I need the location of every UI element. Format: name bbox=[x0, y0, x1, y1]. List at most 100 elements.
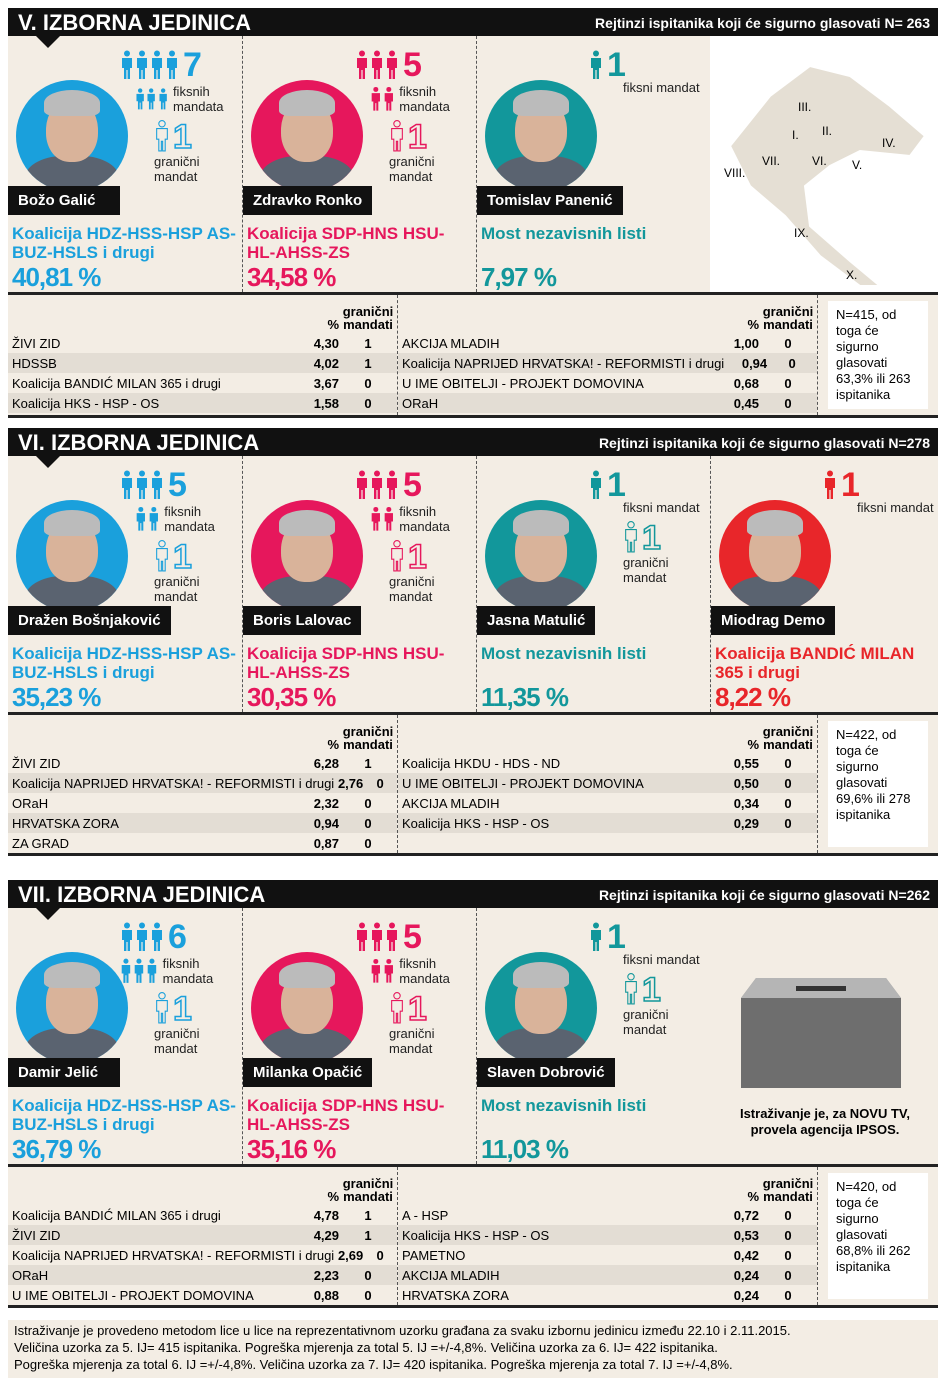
candidate-photo bbox=[719, 500, 831, 612]
party-name: Koalicija HKS - HSP - OS bbox=[402, 1227, 550, 1243]
table-row: Koalicija NAPRIJED HRVATSKA! - REFORMIST… bbox=[398, 353, 817, 373]
percent-value: 3,67 bbox=[313, 375, 339, 391]
person-outline-icon bbox=[391, 120, 403, 152]
person-icon bbox=[372, 50, 382, 79]
party-name: Koalicija NAPRIJED HRVATSKA! - REFORMIST… bbox=[12, 1247, 335, 1263]
header-pointer bbox=[36, 36, 60, 48]
person-icon bbox=[149, 506, 158, 531]
table-row: A - HSP 0,72 0 bbox=[398, 1205, 817, 1225]
border-seats-value: 0 bbox=[376, 775, 384, 791]
party-name: Most nezavisnih listi bbox=[481, 224, 647, 243]
header-percent: % bbox=[327, 737, 339, 752]
percent-value: 0,42 bbox=[733, 1247, 759, 1263]
candidate-name: Dražen Bošnjaković bbox=[8, 606, 171, 635]
table-row: ŽIVI ZID 4,30 1 bbox=[8, 333, 397, 353]
fixed-seat-row: 1 bbox=[823, 466, 940, 504]
person-icon bbox=[147, 88, 156, 110]
ballot-box-icon bbox=[736, 948, 906, 1098]
table-row: U IME OBITELJI - PROJEKT DOMOVINA 0,50 0 bbox=[398, 773, 817, 793]
percent-value: 4,29 bbox=[313, 1227, 339, 1243]
footer-line: Pogreška mjerenja za total 6. IJ =+/-4,8… bbox=[14, 1357, 733, 1372]
header-border-seats: granični mandati bbox=[762, 724, 814, 752]
table-row: Koalicija BANDIĆ MILAN 365 i drugi 3,67 0 bbox=[8, 373, 397, 393]
party-name: ŽIVI ZID bbox=[12, 755, 61, 771]
table-row: ORaH 2,32 0 bbox=[8, 793, 397, 813]
percent-value: 4,02 bbox=[313, 355, 339, 371]
party-name: Most nezavisnih listi bbox=[481, 644, 647, 663]
person-outline-icon bbox=[391, 540, 403, 572]
fixed-seat-count: 5 bbox=[403, 918, 422, 956]
border-seats-value: 0 bbox=[784, 1287, 792, 1303]
candidate-photo bbox=[251, 500, 363, 612]
percent-value: 0,88 bbox=[313, 1287, 339, 1303]
border-seats-value: 1 bbox=[364, 1207, 372, 1223]
fixed-seat-label: fiksnih mandata bbox=[399, 84, 450, 114]
person-icon bbox=[152, 922, 162, 951]
header-border-seats: granični mandati bbox=[342, 1176, 394, 1204]
border-seat-label: granični mandat bbox=[154, 574, 200, 604]
person-icon bbox=[134, 958, 144, 983]
seat-icons: 5 fiksnih mandata 1 granični mandat bbox=[120, 466, 240, 604]
percent-value: 2,76 bbox=[337, 775, 364, 791]
fixed-seat-count: 6 bbox=[168, 918, 187, 956]
electoral-unit-section: V. IZBORNA JEDINICA Rejtinzi ispitanika k… bbox=[8, 8, 940, 418]
party-name: ORaH bbox=[12, 795, 49, 811]
party-name: AKCIJA MLADIH bbox=[402, 1267, 500, 1283]
candidate-name: Miodrag Demo bbox=[711, 606, 836, 635]
border-seats-value: 0 bbox=[364, 1287, 372, 1303]
person-icon bbox=[357, 922, 367, 951]
table-row: Koalicija HKS - HSP - OS 0,53 0 bbox=[398, 1225, 817, 1245]
photo-hair bbox=[513, 962, 569, 988]
header-percent: % bbox=[747, 737, 759, 752]
person-outline-icon bbox=[625, 521, 637, 553]
footer-line: Istraživanje je provedeno metodom lice u… bbox=[14, 1323, 791, 1338]
electoral-unit-section: VI. IZBORNA JEDINICA Rejtinzi ispitanika … bbox=[8, 428, 938, 856]
person-icon bbox=[147, 958, 156, 983]
party-name: ORaH bbox=[12, 1267, 49, 1283]
fixed-seat-count: 5 bbox=[403, 46, 422, 84]
border-seat-count: 1 bbox=[407, 118, 427, 156]
results-subtable: % granični mandati A - HSP 0,72 0 Koalicija H… bbox=[398, 1167, 818, 1305]
fixed-seat-row: fiksnih mandata bbox=[370, 952, 475, 986]
person-outline-icon bbox=[625, 973, 637, 1005]
section-header: V. IZBORNA JEDINICA Rejtinzi ispitanika k… bbox=[8, 8, 938, 48]
person-icon bbox=[591, 470, 601, 499]
party-name: Koalicija SDP-HNS HSU-HL-AHSS-ZS bbox=[247, 1096, 445, 1134]
section-header: VII. IZBORNA JEDINICA Rejtinzi ispitanika… bbox=[8, 880, 938, 920]
candidate-name: Zdravko Ronko bbox=[243, 186, 373, 215]
seat-icons: 5 fiksnih mandata 1 granični mandat bbox=[355, 46, 475, 184]
border-seat-label: granični mandat bbox=[389, 154, 435, 184]
photo-hair bbox=[279, 90, 335, 116]
fixed-seat-row: 1 bbox=[589, 918, 709, 954]
percent-value: 0,55 bbox=[733, 755, 759, 771]
person-icon bbox=[371, 86, 380, 111]
person-icon bbox=[136, 506, 145, 531]
border-seat-row: 1 bbox=[154, 539, 240, 575]
fixed-seat-label: fiksnih mandata bbox=[399, 956, 450, 986]
header-pointer bbox=[36, 456, 60, 468]
percent-value: 2,69 bbox=[337, 1247, 364, 1263]
candidate-photo bbox=[16, 952, 128, 1064]
ballot-panel: Istraživanje je, za NOVU TV, provela age… bbox=[710, 908, 940, 1164]
table-row: HDSSB 4,02 1 bbox=[8, 353, 397, 373]
fixed-seat-count: 5 bbox=[403, 466, 422, 504]
party-name: Koalicija HKDU - HDS - ND bbox=[402, 755, 561, 771]
party-percentage: 11,03 % bbox=[481, 1134, 569, 1164]
seat-icons: 1 fiksni mandat bbox=[589, 46, 709, 95]
percent-value: 0,29 bbox=[733, 815, 759, 831]
border-seats-value: 0 bbox=[364, 1267, 372, 1283]
survey-credit: Istraživanje je, za NOVU TV, provela age… bbox=[739, 1106, 911, 1137]
border-seats-value: 0 bbox=[784, 815, 792, 831]
border-seats-value: 0 bbox=[784, 335, 792, 351]
percent-value: 1,00 bbox=[733, 335, 759, 351]
person-icon bbox=[357, 470, 367, 499]
person-icon bbox=[122, 922, 132, 951]
person-icon bbox=[122, 470, 132, 499]
party-name: ŽIVI ZID bbox=[12, 1227, 61, 1243]
candidate-card: Boris Lalovac 5 fiksnih mandata 1 granični m… bbox=[242, 456, 476, 712]
results-subtable: % granični mandati ŽIVI ZID 6,28 1 Koalicija … bbox=[8, 715, 398, 853]
party-percentage: 34,58 % bbox=[247, 262, 336, 292]
candidate-name: Milanka Opačić bbox=[243, 1058, 373, 1087]
fixed-seat-count: 1 bbox=[841, 466, 860, 504]
map-panel: III. II. I. IV. VII. VI. V. VIII. IX. X. bbox=[710, 36, 940, 292]
